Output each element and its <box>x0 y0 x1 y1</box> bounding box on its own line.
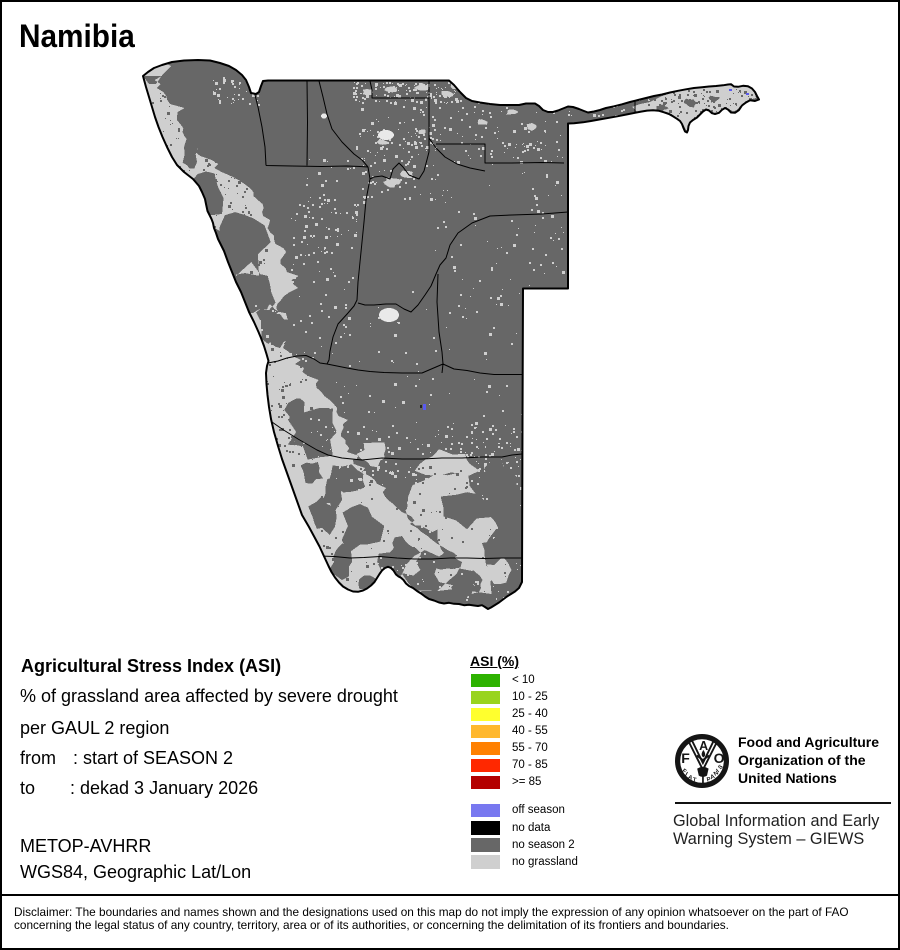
svg-text:O: O <box>714 750 725 766</box>
svg-text:S: S <box>717 764 724 771</box>
svg-text:A: A <box>710 774 717 781</box>
svg-text:N: N <box>713 770 720 777</box>
svg-text:I: I <box>716 768 721 774</box>
svg-text:A: A <box>699 739 708 753</box>
svg-text:P: P <box>706 777 711 784</box>
svg-text:I: I <box>684 772 689 778</box>
svg-text:F: F <box>681 768 688 775</box>
svg-text:F: F <box>681 750 690 766</box>
svg-text:A: A <box>687 775 694 782</box>
svg-text:T: T <box>692 777 697 784</box>
